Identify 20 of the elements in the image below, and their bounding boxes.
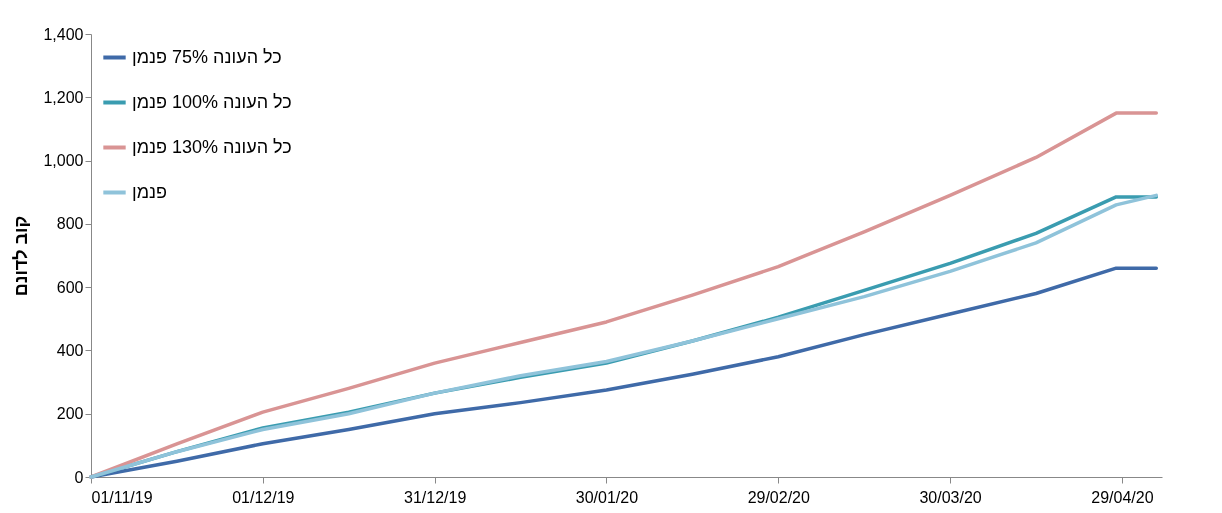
x-tick-label: 30/03/20 (919, 488, 982, 506)
y-tick-label: 1,000 (43, 152, 84, 170)
y-tick-label: 400 (56, 341, 84, 359)
legend-label: כל העונה 100% פנמן (132, 91, 292, 112)
y-axis-title: קוב לדונם (11, 215, 32, 297)
y-tick-label: 1,400 (43, 25, 84, 43)
x-tick-label: 29/04/20 (1091, 488, 1154, 506)
y-tick-label: 800 (56, 215, 84, 233)
legend-label: פנמן (132, 181, 168, 202)
x-tick-label: 01/11/19 (91, 488, 153, 506)
y-tick-label: 600 (56, 278, 84, 296)
legend-label: כל העונה 75% פנמן (132, 46, 282, 67)
x-tick-label: 01/12/19 (232, 488, 295, 506)
x-tick-label: 29/02/20 (747, 488, 811, 506)
y-tick-label: 1,200 (43, 88, 84, 106)
y-tick-label: 200 (56, 405, 84, 423)
x-tick-label: 31/12/19 (404, 488, 467, 506)
x-tick-label: 30/01/20 (575, 488, 639, 506)
legend-label: כל העונה 130% פנמן (132, 136, 292, 157)
y-tick-label: 0 (74, 468, 84, 486)
